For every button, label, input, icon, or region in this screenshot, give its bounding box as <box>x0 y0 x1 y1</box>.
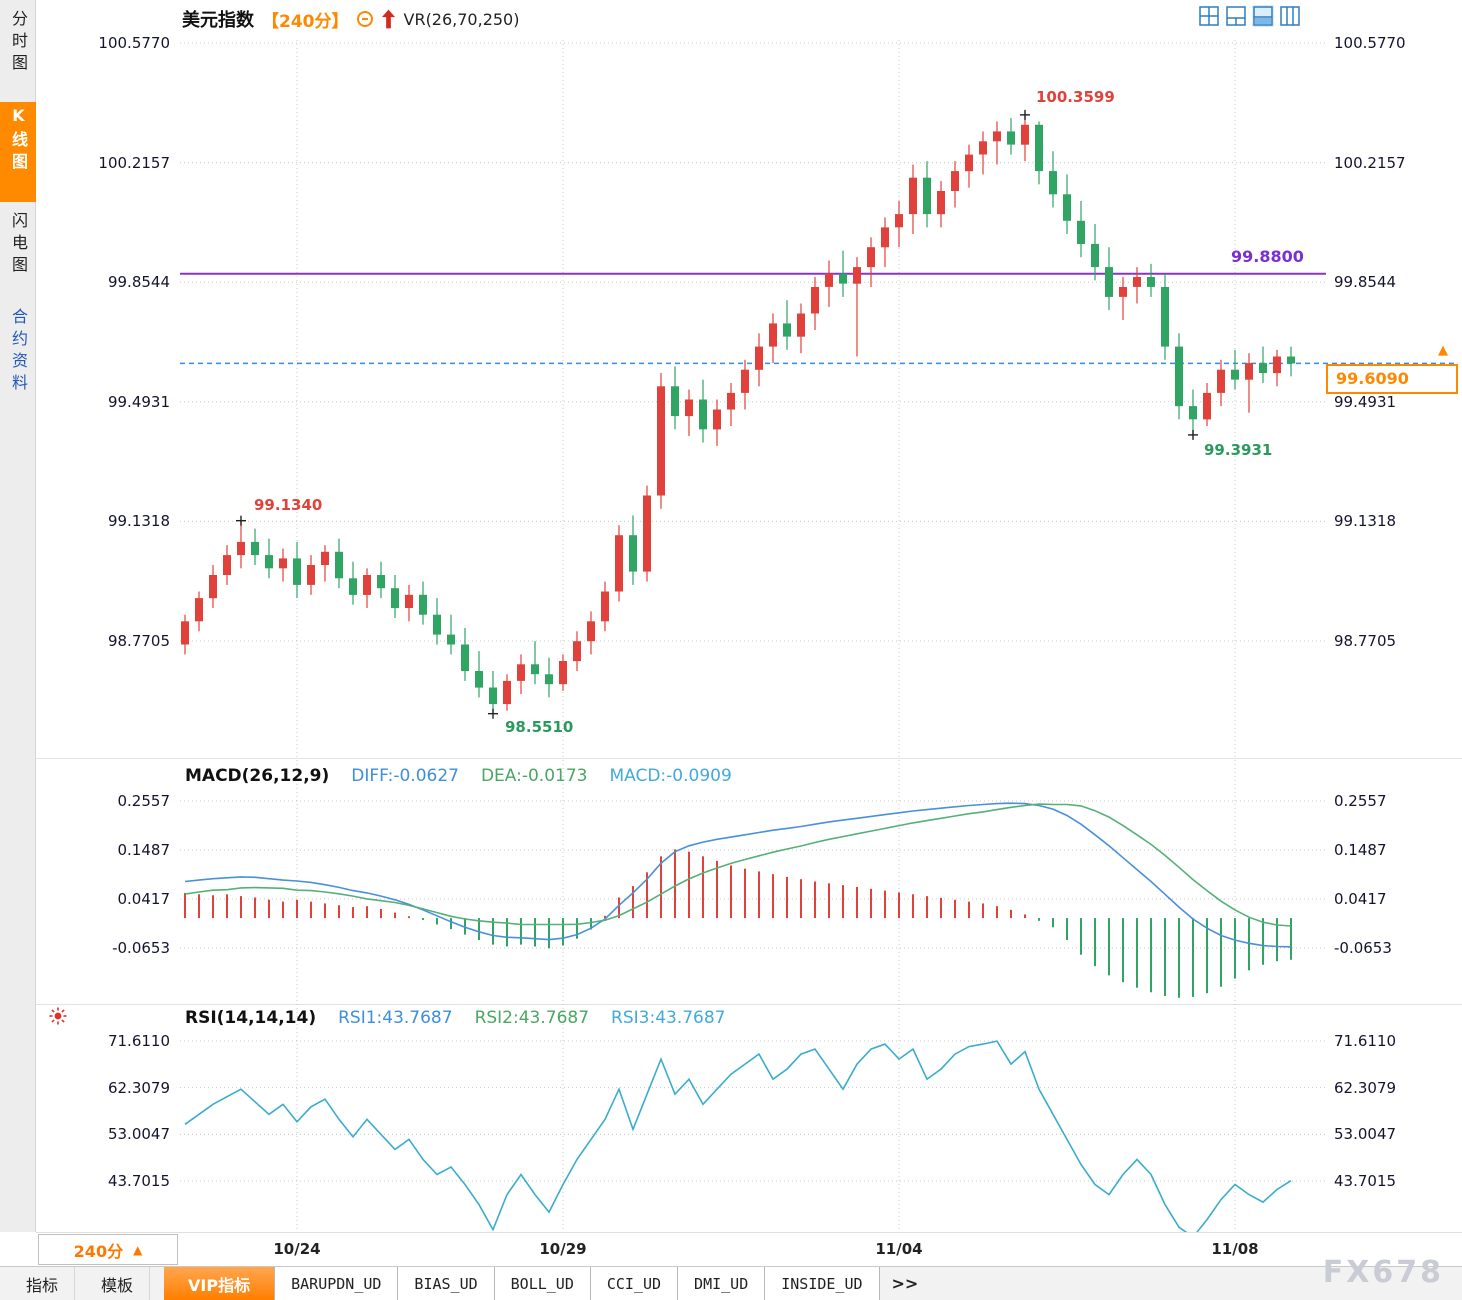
red-up-arrow-icon <box>381 8 396 30</box>
axis-tick-label: 99.8544 <box>107 273 170 292</box>
sidebar-item-label: 合约资料 <box>9 308 28 396</box>
axis-tick-label: 99.1318 <box>107 512 170 531</box>
axis-tick-label: 53.0047 <box>107 1125 170 1144</box>
axis-tick-label: 100.5770 <box>1334 34 1406 52</box>
period-selector[interactable]: 240分 ▲ <box>38 1234 178 1265</box>
minus-icon[interactable] <box>356 11 373 27</box>
axis-tick-label: 43.7015 <box>107 1172 170 1190</box>
layout-vertical-panes-icon[interactable] <box>1279 5 1301 27</box>
left-sidebar: 分时图 K线图 闪电图 合约资料 <box>0 0 36 1232</box>
tab-template[interactable]: 模板 <box>85 1267 151 1300</box>
symbol-title: 美元指数 <box>182 10 254 31</box>
x-axis-date: 10/24 <box>273 1240 321 1258</box>
axis-tick-label: 99.1318 <box>1334 512 1397 531</box>
time-axis: 240分 ▲ 10/24 10/29 11/04 11/08 <box>36 1232 1462 1266</box>
sidebar-item-time-chart[interactable]: 分时图 <box>0 6 36 98</box>
x-axis-date: 10/29 <box>539 1240 587 1258</box>
axis-tick-label: 100.5770 <box>98 34 170 52</box>
axis-tick-label: 0.2557 <box>1334 792 1387 810</box>
sidebar-item-label: 分时图 <box>9 10 28 76</box>
axis-tick-label: 0.0417 <box>117 890 171 908</box>
rsi2-value: RSI2:43.7687 <box>474 1008 590 1028</box>
axis-tick-label: 43.7015 <box>1334 1172 1397 1190</box>
annotation-low: 98.5510 <box>505 718 574 736</box>
x-axis-date: 11/04 <box>875 1240 923 1258</box>
axis-tick-label: 98.7705 <box>107 632 170 650</box>
tab-more[interactable]: >> <box>891 1274 919 1293</box>
bottom-tab-bar: 指标 模板 VIP指标 BARUPDN_UD BIAS_UD BOLL_UD C… <box>0 1266 1462 1300</box>
layout-main-sub-icon[interactable] <box>1252 5 1274 27</box>
axis-tick-label: 53.0047 <box>1334 1125 1397 1144</box>
x-axis-date: 11/08 <box>1211 1240 1259 1258</box>
tab-boll[interactable]: BOLL_UD <box>493 1267 590 1300</box>
tab-bias[interactable]: BIAS_UD <box>397 1267 494 1300</box>
axis-tick-label: 98.7705 <box>1334 632 1397 650</box>
macd-diff-value: DIFF:-0.0627 <box>351 766 459 786</box>
layout-split-horizontal-icon[interactable] <box>1225 5 1247 27</box>
period-selector-label: 240分 <box>73 1241 124 1261</box>
sun-icon[interactable] <box>48 1006 68 1030</box>
sidebar-item-label: 闪电图 <box>9 212 28 278</box>
tab-indicator[interactable]: 指标 <box>10 1267 76 1300</box>
macd-dea-value: DEA:-0.0173 <box>480 766 588 786</box>
macd-title: MACD(26,12,9) <box>185 766 330 786</box>
chart-area[interactable]: 100.5770 100.5770 100.2157 100.2157 99.8544 9… <box>0 0 1462 1232</box>
layout-switcher <box>1198 5 1301 27</box>
rsi-title: RSI(14,14,14) <box>185 1008 317 1028</box>
ref-price-label: 99.8800 <box>1231 247 1304 266</box>
vr-indicator-label: VR(26,70,250) <box>403 9 520 29</box>
axis-tick-label: 100.2157 <box>98 153 170 172</box>
axis-tick-label: 100.2157 <box>1334 153 1406 172</box>
period-label: 【240分】 <box>262 11 349 32</box>
price-up-arrow-icon: ▲ <box>1438 343 1448 358</box>
sidebar-item-kline-chart[interactable]: K线图 <box>0 102 36 202</box>
chevron-up-icon: ▲ <box>133 1242 143 1257</box>
axis-tick-label: 62.3079 <box>107 1078 170 1097</box>
annotation-right-low: 99.3931 <box>1204 441 1273 459</box>
rsi-header: RSI(14,14,14) RSI1:43.7687 RSI2:43.7687 … <box>185 1008 726 1028</box>
axis-tick-label: 71.6110 <box>1334 1032 1397 1050</box>
sidebar-item-contract-info[interactable]: 合约资料 <box>0 304 36 428</box>
annotation-high: 100.3599 <box>1036 88 1115 106</box>
tab-inside[interactable]: INSIDE_UD <box>764 1267 880 1300</box>
axis-tick-label: 99.4931 <box>107 392 170 411</box>
axis-tick-label: 0.1487 <box>1334 841 1387 859</box>
sidebar-item-label: K线图 <box>9 106 28 175</box>
axis-tick-label: 99.8544 <box>1334 273 1397 292</box>
tab-cci[interactable]: CCI_UD <box>589 1267 678 1300</box>
last-price-badge: 99.6090 <box>1326 364 1458 394</box>
rsi1-value: RSI1:43.7687 <box>338 1008 453 1028</box>
axis-tick-label: -0.0653 <box>1334 939 1392 957</box>
macd-value: MACD:-0.0909 <box>609 766 732 786</box>
macd-header: MACD(26,12,9) DIFF:-0.0627 DEA:-0.0173 M… <box>185 766 732 786</box>
axis-tick-label: 62.3079 <box>1334 1078 1397 1097</box>
tab-barupdn[interactable]: BARUPDN_UD <box>274 1267 398 1300</box>
axis-tick-label: 99.4931 <box>1334 392 1397 411</box>
chart-title-bar: 美元指数 【240分】 VR(26,70,250) <box>182 5 519 33</box>
layout-quad-icon[interactable] <box>1198 5 1220 27</box>
sidebar-item-lightning-chart[interactable]: 闪电图 <box>0 208 36 300</box>
annotation-left-high: 99.1340 <box>254 496 323 514</box>
axis-tick-label: 71.6110 <box>107 1032 170 1050</box>
axis-tick-label: 0.1487 <box>117 841 171 859</box>
axis-tick-label: 0.2557 <box>117 792 171 810</box>
axis-tick-label: 0.0417 <box>1334 890 1387 908</box>
tab-dmi[interactable]: DMI_UD <box>677 1267 765 1300</box>
rsi3-value: RSI3:43.7687 <box>611 1008 726 1028</box>
axis-tick-label: -0.0653 <box>112 939 170 957</box>
tab-vip-indicator[interactable]: VIP指标 <box>164 1267 275 1300</box>
